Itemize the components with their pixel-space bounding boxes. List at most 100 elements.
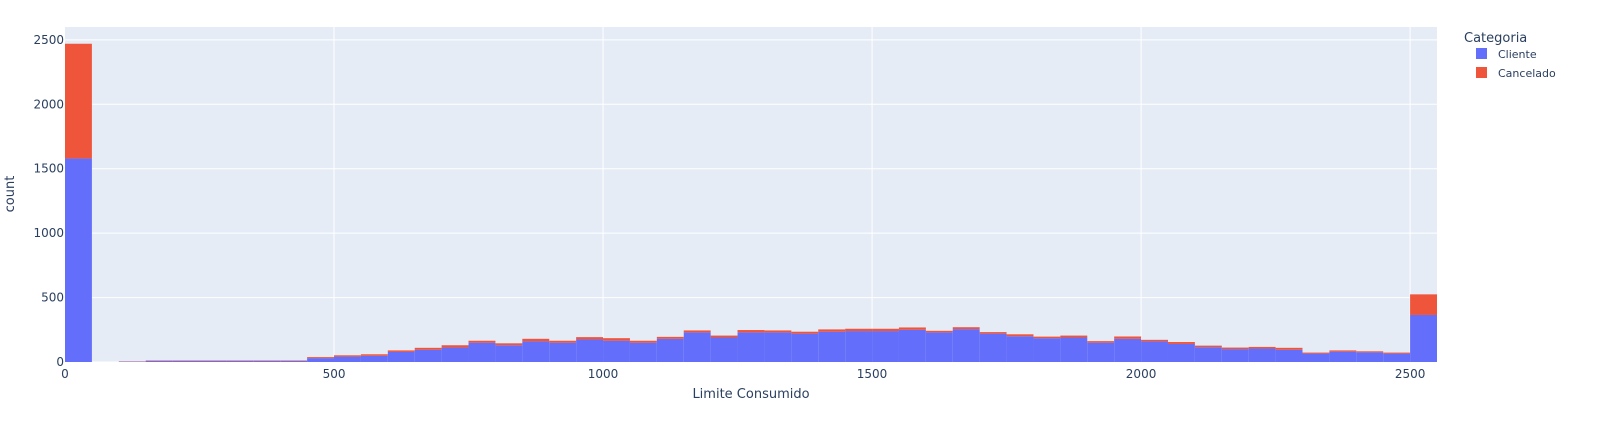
bar-cancelado[interactable] bbox=[172, 360, 200, 361]
bar-cancelado[interactable] bbox=[145, 360, 173, 361]
legend-label-cancelado[interactable]: Cancelado bbox=[1498, 67, 1556, 80]
bar-cancelado[interactable] bbox=[979, 332, 1007, 334]
bar-cliente[interactable] bbox=[737, 332, 765, 362]
bar-cliente[interactable] bbox=[1087, 342, 1115, 362]
bar-cliente[interactable] bbox=[414, 349, 442, 362]
bar-cancelado[interactable] bbox=[1006, 334, 1034, 337]
bar-cancelado[interactable] bbox=[522, 338, 550, 342]
bar-cliente[interactable] bbox=[629, 342, 657, 362]
bar-cliente[interactable] bbox=[818, 331, 846, 362]
bar-cliente[interactable] bbox=[603, 340, 630, 362]
bar-cancelado[interactable] bbox=[683, 330, 711, 333]
bar-cancelado[interactable] bbox=[818, 329, 846, 332]
bar-cliente[interactable] bbox=[226, 360, 254, 362]
bar-cancelado[interactable] bbox=[1302, 352, 1330, 354]
bar-cliente[interactable] bbox=[683, 332, 711, 362]
bar-cliente[interactable] bbox=[1356, 352, 1384, 362]
bar-cliente[interactable] bbox=[522, 341, 550, 362]
legend-swatch-cancelado[interactable] bbox=[1476, 67, 1487, 78]
bar-cliente[interactable] bbox=[549, 342, 577, 362]
bar-cliente[interactable] bbox=[845, 331, 873, 362]
bar-cliente[interactable] bbox=[925, 332, 953, 362]
legend-swatch-cliente[interactable] bbox=[1476, 48, 1487, 59]
bar-cliente[interactable] bbox=[1221, 349, 1249, 362]
bar-cliente[interactable] bbox=[199, 360, 227, 362]
bar-cancelado[interactable] bbox=[307, 357, 335, 359]
bar-cliente[interactable] bbox=[1329, 351, 1357, 362]
bar-cliente[interactable] bbox=[576, 339, 604, 362]
bar-cancelado[interactable] bbox=[387, 350, 415, 352]
bar-cancelado[interactable] bbox=[845, 328, 873, 332]
bar-cliente[interactable] bbox=[1006, 336, 1034, 362]
bar-cancelado[interactable] bbox=[872, 328, 899, 332]
bar-cliente[interactable] bbox=[145, 360, 173, 362]
bar-cancelado[interactable] bbox=[656, 336, 684, 339]
bar-cliente[interactable] bbox=[1167, 343, 1195, 362]
bar-cliente[interactable] bbox=[1302, 353, 1330, 362]
bar-cliente[interactable] bbox=[872, 331, 899, 362]
bar-cliente[interactable] bbox=[1248, 348, 1276, 362]
legend-label-cliente[interactable]: Cliente bbox=[1498, 48, 1537, 61]
bar-cliente[interactable] bbox=[495, 345, 523, 362]
bar-cliente[interactable] bbox=[334, 356, 361, 362]
bar-cancelado[interactable] bbox=[1141, 339, 1168, 342]
bar-cancelado[interactable] bbox=[441, 345, 469, 348]
bar-cliente[interactable] bbox=[441, 347, 469, 362]
bar-cancelado[interactable] bbox=[334, 355, 361, 357]
bar-cliente[interactable] bbox=[1060, 337, 1088, 362]
bar-cancelado[interactable] bbox=[576, 337, 604, 340]
bar-cancelado[interactable] bbox=[629, 340, 657, 343]
legend[interactable]: Categoria Cliente Cancelado bbox=[1464, 31, 1556, 80]
bar-cancelado[interactable] bbox=[226, 360, 254, 361]
bar-cancelado[interactable] bbox=[952, 327, 980, 330]
bar-cancelado[interactable] bbox=[1033, 336, 1061, 339]
bar-cancelado[interactable] bbox=[414, 347, 442, 350]
bar-cliente[interactable] bbox=[791, 333, 819, 362]
bar-cliente[interactable] bbox=[1033, 338, 1061, 362]
bar-cancelado[interactable] bbox=[253, 360, 281, 361]
bar-cliente[interactable] bbox=[764, 332, 792, 362]
bar-cliente[interactable] bbox=[360, 355, 388, 362]
bar-cancelado[interactable] bbox=[549, 340, 577, 343]
bar-cliente[interactable] bbox=[979, 333, 1007, 362]
bar-cliente[interactable] bbox=[656, 338, 684, 362]
bar-cliente[interactable] bbox=[1275, 349, 1303, 362]
bar-cancelado[interactable] bbox=[1114, 336, 1142, 339]
bar-cancelado[interactable] bbox=[1383, 352, 1411, 354]
bar-cliente[interactable] bbox=[952, 329, 980, 362]
bar-cliente[interactable] bbox=[172, 360, 200, 362]
bar-cancelado[interactable] bbox=[1060, 335, 1088, 338]
bar-cancelado[interactable] bbox=[1194, 345, 1222, 348]
bar-cliente[interactable] bbox=[253, 360, 281, 362]
bar-cliente[interactable] bbox=[898, 329, 926, 362]
bar-cancelado[interactable] bbox=[1356, 351, 1384, 353]
bar-cancelado[interactable] bbox=[360, 354, 388, 356]
bar-cancelado[interactable] bbox=[468, 340, 496, 343]
bar-cancelado[interactable] bbox=[1087, 341, 1115, 343]
bar-cancelado[interactable] bbox=[1329, 350, 1357, 352]
bar-cliente[interactable] bbox=[387, 351, 415, 362]
bar-cancelado[interactable] bbox=[925, 330, 953, 333]
bar-cancelado[interactable] bbox=[603, 338, 630, 341]
bar-cancelado[interactable] bbox=[495, 343, 523, 346]
bar-cancelado[interactable] bbox=[65, 43, 92, 159]
bar-cliente[interactable] bbox=[710, 337, 738, 362]
bar-cliente[interactable] bbox=[65, 158, 92, 362]
bar-cancelado[interactable] bbox=[764, 330, 792, 333]
bar-cancelado[interactable] bbox=[199, 360, 227, 361]
bar-cliente[interactable] bbox=[1114, 338, 1142, 362]
bar-cliente[interactable] bbox=[1410, 314, 1437, 362]
bar-cancelado[interactable] bbox=[1248, 346, 1276, 349]
bar-cliente[interactable] bbox=[1383, 353, 1411, 362]
bar-cliente[interactable] bbox=[1141, 341, 1168, 362]
bar-cancelado[interactable] bbox=[280, 360, 308, 361]
bar-cancelado[interactable] bbox=[1221, 347, 1249, 350]
bar-cliente[interactable] bbox=[307, 358, 335, 362]
bar-cancelado[interactable] bbox=[737, 330, 765, 333]
bar-cancelado[interactable] bbox=[1167, 342, 1195, 344]
bar-cliente[interactable] bbox=[280, 360, 308, 362]
bar-cancelado[interactable] bbox=[898, 327, 926, 330]
bar-cancelado[interactable] bbox=[1410, 294, 1437, 315]
bar-cliente[interactable] bbox=[468, 342, 496, 362]
bar-cliente[interactable] bbox=[1194, 347, 1222, 362]
